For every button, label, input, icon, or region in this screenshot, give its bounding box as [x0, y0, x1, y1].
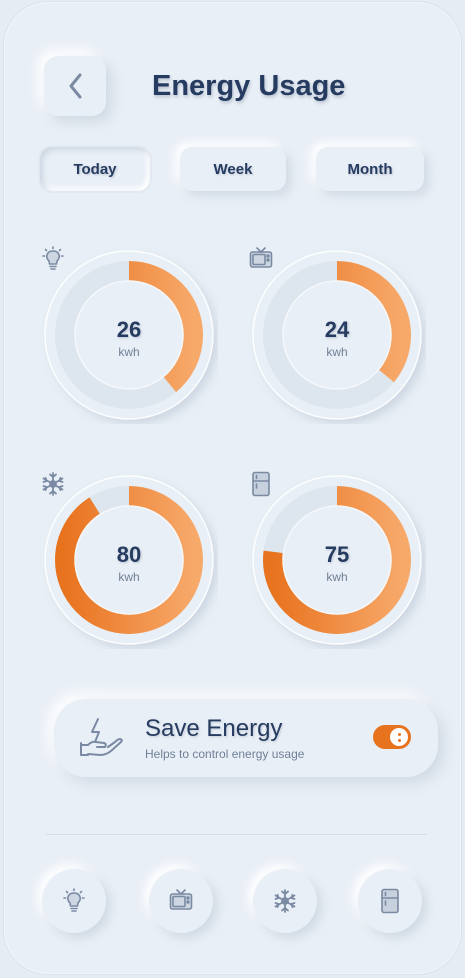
tab-label: Week: [213, 160, 253, 178]
tab-label: Today: [73, 160, 117, 178]
gauge-ring: [252, 475, 422, 645]
save-energy-toggle[interactable]: [373, 725, 411, 749]
gauge-outer-edge: [44, 475, 214, 645]
gauge-value: 26: [116, 317, 142, 342]
nav-lightbulb-button[interactable]: [42, 869, 106, 933]
snowflake-icon: [42, 472, 64, 496]
gauge-value: 24: [324, 317, 350, 342]
gauge-value: 75: [324, 542, 350, 567]
hand-lightning-icon: [80, 718, 123, 756]
chevron-left-icon: [69, 73, 82, 99]
gauge-inner-disc: [74, 505, 184, 615]
gauge-outer-edge: [252, 475, 422, 645]
tab-month[interactable]: Month: [316, 147, 424, 191]
gauge-inner-disc: [282, 280, 392, 390]
fridge-icon: [381, 888, 399, 914]
tab-today[interactable]: Today: [40, 147, 150, 191]
page-title: Energy Usage: [152, 70, 346, 102]
app-screen: Energy Usage Today Week Month 26 kwh: [4, 2, 461, 974]
tv-icon: [169, 889, 193, 910]
gauge-unit: kwh: [118, 570, 140, 584]
gauge-inner-disc: [74, 280, 184, 390]
gauge-progress-arc: [55, 261, 203, 409]
toggle-knob: [390, 728, 408, 746]
lightbulb-icon: [63, 888, 85, 912]
gauge-outer-edge: [252, 250, 422, 420]
save-energy-subtitle: Helps to control energy usage: [145, 747, 305, 761]
tab-label: Month: [347, 160, 393, 178]
divider: [46, 834, 427, 835]
save-energy-title: Save Energy: [145, 715, 283, 742]
nav-tv-button[interactable]: [149, 869, 213, 933]
gauge-progress-arc: [263, 261, 411, 409]
tab-week[interactable]: Week: [180, 147, 286, 191]
gauge-progress-arc: [55, 486, 203, 634]
tv-icon: [249, 247, 273, 268]
gauge-outer-edge: [44, 250, 214, 420]
lightbulb-icon: [42, 246, 64, 270]
fridge-icon: [252, 471, 270, 497]
snowflake-icon: [274, 889, 296, 913]
gauge-lightbulb[interactable]: 26 kwh: [40, 246, 218, 424]
gauge-ring: [44, 475, 214, 645]
gauge-ring: [44, 250, 214, 420]
save-energy-card: Save Energy Helps to control energy usag…: [54, 699, 438, 777]
gauge-progress-arc: [263, 486, 411, 634]
nav-snowflake-button[interactable]: [253, 869, 317, 933]
gauge-value: 80: [116, 542, 142, 567]
gauge-unit: kwh: [326, 570, 348, 584]
gauge-snowflake[interactable]: 80 kwh: [40, 471, 218, 649]
back-button[interactable]: [44, 56, 106, 116]
gauge-unit: kwh: [326, 345, 348, 359]
gauge-fridge[interactable]: 75 kwh: [248, 471, 426, 649]
gauge-inner-disc: [282, 505, 392, 615]
gauge-ring: [252, 250, 422, 420]
gauge-unit: kwh: [118, 345, 140, 359]
gauge-tv[interactable]: 24 kwh: [248, 246, 426, 424]
nav-fridge-button[interactable]: [358, 869, 422, 933]
